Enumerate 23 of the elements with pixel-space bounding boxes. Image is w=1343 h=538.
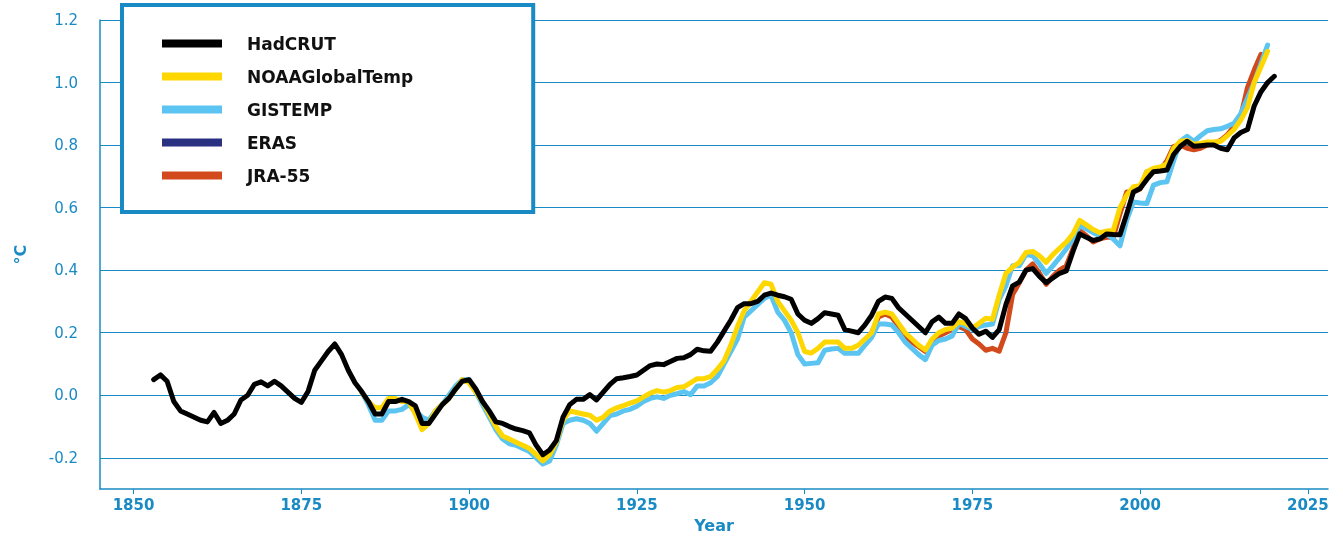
legend-label: NOAAGlobalTemp — [247, 66, 414, 87]
x-tick-label: 1900 — [448, 495, 490, 514]
x-tick-label: 2025 — [1286, 495, 1329, 514]
y-tick-label: 1.2 — [54, 11, 78, 29]
y-tick-label: 1.0 — [54, 73, 78, 92]
legend-label: JRA-55 — [246, 165, 311, 186]
legend-label: ERAS — [247, 132, 298, 153]
x-axis-title: Year — [693, 515, 734, 535]
x-tick-label: 1950 — [783, 495, 826, 514]
x-tick-label: 1875 — [280, 495, 323, 514]
y-tick-label: 0.0 — [54, 386, 78, 405]
legend-label: HadCRUT — [247, 33, 337, 54]
y-tick-label: 0.2 — [54, 323, 78, 342]
x-tick-label: 2000 — [1119, 495, 1161, 514]
x-tick-label: 1925 — [615, 495, 658, 514]
y-tick-label: 0.6 — [54, 198, 78, 217]
x-tick-label: 1975 — [951, 495, 994, 514]
x-tick-label: 1850 — [112, 495, 155, 514]
y-tick-label: 0.8 — [54, 136, 78, 155]
y-axis-title: °C — [10, 244, 30, 265]
y-tick-label: -0.2 — [48, 448, 78, 467]
y-tick-label: 0.4 — [54, 261, 78, 280]
legend-label: GISTEMP — [247, 99, 333, 120]
